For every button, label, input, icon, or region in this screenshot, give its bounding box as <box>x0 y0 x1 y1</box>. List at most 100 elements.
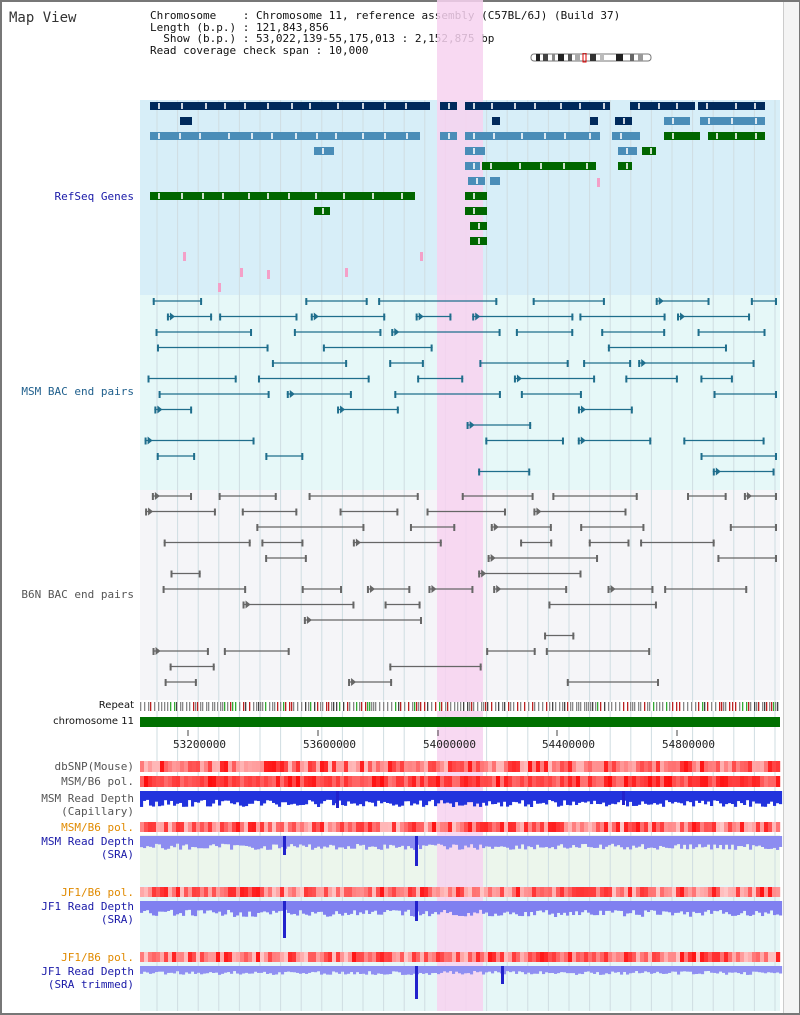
jf1-depth-trimmed <box>488 966 492 972</box>
jf1-depth-trimmed <box>467 966 471 974</box>
jf1-depth-sra <box>689 901 693 917</box>
repeat-mark <box>704 702 706 711</box>
gene-exon-gap <box>199 133 201 139</box>
msm-depth-sra <box>320 836 324 849</box>
jf1-b6-pol-heat <box>220 887 225 897</box>
jf1-b6-pol-heat <box>212 887 217 897</box>
jf1-depth-trimmed-spike <box>415 966 418 999</box>
msm-depth-capillary <box>182 791 186 807</box>
msm-depth-capillary-spike <box>622 791 625 805</box>
dbsnp-heat <box>312 761 317 772</box>
jf1-b6-pol-2-heat <box>748 952 753 962</box>
msm-depth-capillary <box>554 791 558 803</box>
jf1-depth-sra <box>773 901 777 916</box>
vertical-scrollbar[interactable] <box>783 2 799 1013</box>
msm-bac-end <box>601 329 604 336</box>
track-label-msm-bac[interactable]: MSM BAC end pairs <box>21 385 134 398</box>
jf1-b6-pol-heat <box>776 887 781 897</box>
msm-b6-pol-heat <box>604 776 609 787</box>
msm-b6-pol-heat <box>772 776 777 787</box>
jf1-depth-sra <box>563 901 567 913</box>
track-label-refseq[interactable]: RefSeq Genes <box>54 190 134 203</box>
repeat-mark <box>283 702 285 711</box>
msm-depth-capillary <box>632 791 636 806</box>
msm-b6-pol-2-heat <box>616 822 621 832</box>
gene-exon-gap <box>362 103 364 109</box>
b6n-bac-arrow <box>154 492 160 500</box>
msm-depth-sra <box>149 836 153 847</box>
jf1-b6-pol-2-heat <box>404 952 409 962</box>
msm-b6-pol-heat <box>564 776 569 787</box>
track-label-b6n-bac[interactable]: B6N BAC end pairs <box>21 588 134 601</box>
dbsnp-heat <box>704 761 709 772</box>
gene-exon-gap <box>650 148 652 154</box>
dbsnp-heat <box>384 761 389 772</box>
msm-b6-pol-2-heat <box>172 822 177 832</box>
msm-b6-pol-heat <box>296 776 301 787</box>
b6n-bac-end <box>717 555 720 562</box>
jf1-depth-sra <box>584 901 588 911</box>
msm-b6-pol-heat <box>724 776 729 787</box>
jf1-depth-sra <box>299 901 303 911</box>
msm-depth-sra <box>323 836 327 847</box>
refseq-gene <box>465 132 600 140</box>
jf1-b6-pol-heat <box>624 887 629 897</box>
b6n-bac-end <box>408 586 411 593</box>
msm-depth-sra <box>314 836 318 848</box>
jf1-depth-trimmed <box>539 966 543 972</box>
jf1-b6-pol-heat <box>372 887 377 897</box>
msm-bac-end <box>461 375 464 383</box>
msm-depth-sra <box>287 836 291 847</box>
jf1-depth-sra <box>335 901 339 912</box>
msm-depth-sra <box>335 836 339 850</box>
repeat-mark <box>391 702 393 711</box>
msm-depth-sra <box>383 836 387 845</box>
jf1-b6-pol-heat <box>328 887 333 897</box>
jf1-depth-trimmed <box>512 966 516 972</box>
msm-bac-end <box>607 344 610 352</box>
jf1-b6-pol-heat <box>760 887 765 897</box>
jf1-depth-trimmed <box>326 966 330 975</box>
chromosome-ideogram[interactable] <box>530 53 654 63</box>
jf1-depth-sra <box>761 901 765 917</box>
msm-b6-pol-heat <box>484 776 489 787</box>
msm-b6-pol-heat <box>272 776 277 787</box>
gene-exon-gap <box>248 193 250 199</box>
msm-b6-pol-2-heat <box>400 822 405 832</box>
msm-b6-pol-2-heat <box>276 822 281 832</box>
msm-depth-sra <box>632 836 636 846</box>
msm-depth-capillary <box>779 791 783 805</box>
jf1-b6-pol-heat <box>600 887 605 897</box>
msm-depth-sra <box>146 836 150 847</box>
jf1-b6-pol-2-heat <box>208 952 213 962</box>
jf1-depth-trimmed <box>176 966 180 972</box>
jf1-depth-trimmed <box>704 966 708 972</box>
msm-b6-pol-2-heat <box>684 822 689 832</box>
msm-b6-pol-heat <box>420 776 425 787</box>
msm-b6-pol-2-heat <box>588 822 593 832</box>
msm-b6-pol-2-heat <box>240 822 245 832</box>
msm-bac-end <box>602 298 605 305</box>
jf1-b6-pol-heat <box>512 887 517 897</box>
repeat-mark <box>669 702 671 711</box>
msm-depth-capillary <box>464 791 468 805</box>
track-label-jf1-b6-pol-2: JF1/B6 pol. <box>61 951 134 964</box>
msm-depth-sra <box>218 836 222 848</box>
msm-b6-pol-2-heat <box>764 822 769 832</box>
msm-b6-pol-heat <box>140 776 145 787</box>
jf1-depth-trimmed <box>413 966 417 974</box>
repeat-mark <box>549 702 551 711</box>
msm-b6-pol-heat <box>352 776 357 787</box>
jf1-depth-sra <box>389 901 393 911</box>
jf1-depth-trimmed <box>653 966 657 974</box>
b6n-bac-end <box>651 586 654 593</box>
repeat-mark <box>578 702 580 711</box>
msm-depth-capillary <box>665 791 669 801</box>
repeat-mark <box>542 702 544 711</box>
jf1-b6-pol-heat <box>396 887 401 897</box>
msm-depth-sra <box>629 836 633 850</box>
jf1-b6-pol-2-heat <box>280 952 285 962</box>
jf1-depth-trimmed <box>728 966 732 973</box>
jf1-b6-pol-heat <box>700 887 705 897</box>
